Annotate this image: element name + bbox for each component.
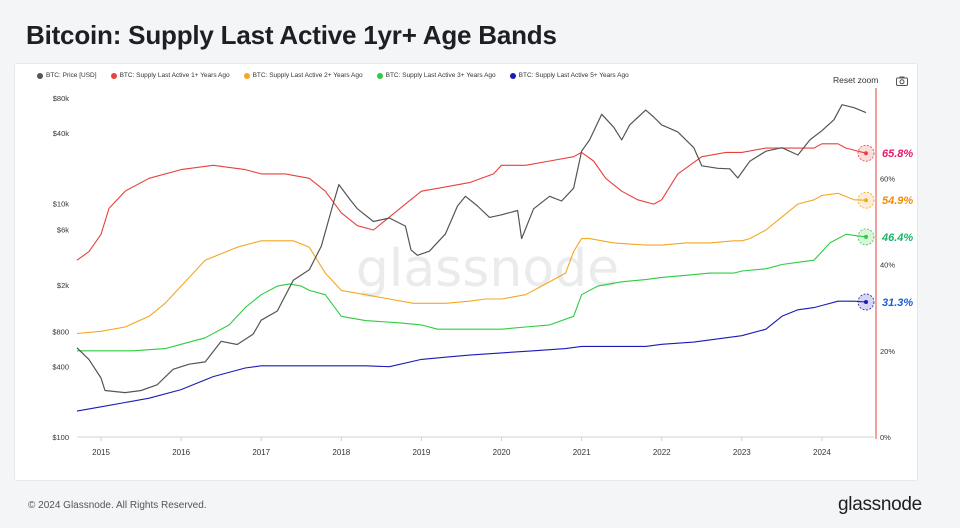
legend-swatch [376, 72, 383, 79]
page-title: Bitcoin: Supply Last Active 1yr+ Age Ban… [26, 20, 557, 50]
legend-item-3y[interactable]: BTC: Supply Last Active 3+ Years Ago [376, 72, 496, 79]
y-left-tick-label: $40k [53, 129, 70, 138]
y-right-tick-label: 60% [880, 174, 895, 183]
series-end-label: 31.3% [882, 297, 913, 309]
watermark: glassnode [356, 239, 619, 299]
y-left-tick-label: $100 [52, 433, 69, 442]
x-tick-label: 2024 [813, 448, 831, 457]
x-tick-label: 2016 [172, 448, 190, 457]
legend-swatch [243, 72, 250, 79]
y-left-tick-label: $800 [52, 328, 69, 337]
series-end-label: 46.4% [881, 232, 913, 244]
legend-label: BTC: Price [USD] [46, 72, 97, 79]
y-right-tick-label: 20% [880, 347, 895, 356]
series-end-dot [863, 198, 868, 203]
x-tick-label: 2015 [92, 448, 110, 457]
legend-label: BTC: Supply Last Active 1+ Years Ago [119, 72, 230, 79]
x-tick-label: 2017 [252, 448, 270, 457]
y-right-tick-label: 0% [880, 433, 891, 442]
series-end-dot [863, 234, 868, 239]
supply-2y-series-line [76, 192, 867, 335]
legend-swatch [37, 72, 43, 79]
series-end-label: 65.8% [882, 148, 913, 160]
y-left-tick-label: $6k [57, 225, 69, 234]
camera-icon[interactable] [896, 76, 908, 86]
price-series-line [76, 104, 867, 394]
y-left-tick-label: $80k [53, 94, 70, 103]
y-left-tick-label: $400 [52, 363, 69, 372]
x-tick-label: 2018 [332, 448, 350, 457]
y-right-tick-label: 40% [880, 261, 895, 270]
glassnode-logo: glassnode [838, 494, 922, 515]
supply-1y-series-line [76, 143, 867, 261]
x-tick-label: 2021 [573, 448, 591, 457]
legend-item-5y[interactable]: BTC: Supply Last Active 5+ Years Ago [509, 72, 629, 79]
supply-3y-series-line [77, 233, 867, 352]
series-end-dot [863, 300, 868, 305]
reset-zoom-button[interactable]: Reset zoom [833, 75, 879, 85]
legend-label: BTC: Supply Last Active 2+ Years Ago [252, 72, 363, 79]
series-end-label: 54.9% [882, 195, 913, 207]
legend-label: BTC: Supply Last Active 5+ Years Ago [518, 72, 629, 79]
x-tick-label: 2019 [413, 448, 431, 457]
series-end-dot [863, 151, 868, 156]
chart-plot: glassnode 2015 2016 2017 2018 2019 2020 2021 202… [52, 88, 913, 457]
legend-swatch [110, 72, 117, 79]
x-tick-label: 2023 [733, 448, 751, 457]
legend-item-2y[interactable]: BTC: Supply Last Active 2+ Years Ago [243, 72, 363, 79]
x-tick-label: 2020 [493, 448, 511, 457]
y-left-tick-label: $2k [57, 281, 69, 290]
legend-item-price[interactable]: BTC: Price [USD] [37, 72, 97, 79]
y-left-tick-label: $10k [53, 199, 70, 208]
x-tick-label: 2022 [653, 448, 671, 457]
copyright-text: © 2024 Glassnode. All Rights Reserved. [28, 500, 207, 511]
chart-legend: BTC: Price [USD] BTC: Supply Last Active… [37, 72, 629, 79]
legend-label: BTC: Supply Last Active 3+ Years Ago [385, 72, 496, 79]
legend-item-1y[interactable]: BTC: Supply Last Active 1+ Years Ago [110, 72, 230, 79]
legend-swatch [509, 72, 516, 79]
supply-5y-series-line [76, 300, 867, 412]
chart-card: BTC: Price [USD] BTC: Supply Last Active… [14, 63, 918, 481]
